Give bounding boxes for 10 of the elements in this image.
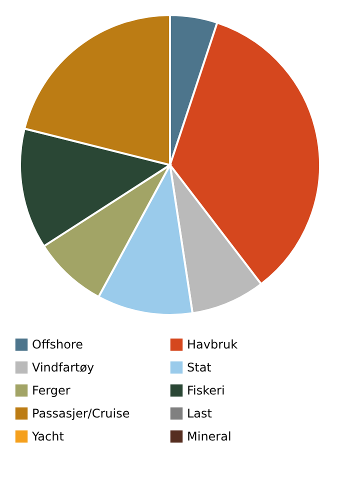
legend-label: Mineral (187, 430, 232, 444)
legend-label: Offshore (32, 338, 83, 352)
legend-label: Yacht (31, 430, 64, 444)
legend-label: Havbruk (187, 338, 238, 352)
legend-label: Ferger (32, 384, 70, 398)
legend-label: Vindfartøy (32, 360, 94, 374)
legend-label: Passasjer/Cruise (32, 406, 130, 420)
legend-label: Fiskeri (187, 384, 225, 398)
legend-label: Last (187, 406, 212, 420)
legend-label: Stat (187, 360, 212, 374)
